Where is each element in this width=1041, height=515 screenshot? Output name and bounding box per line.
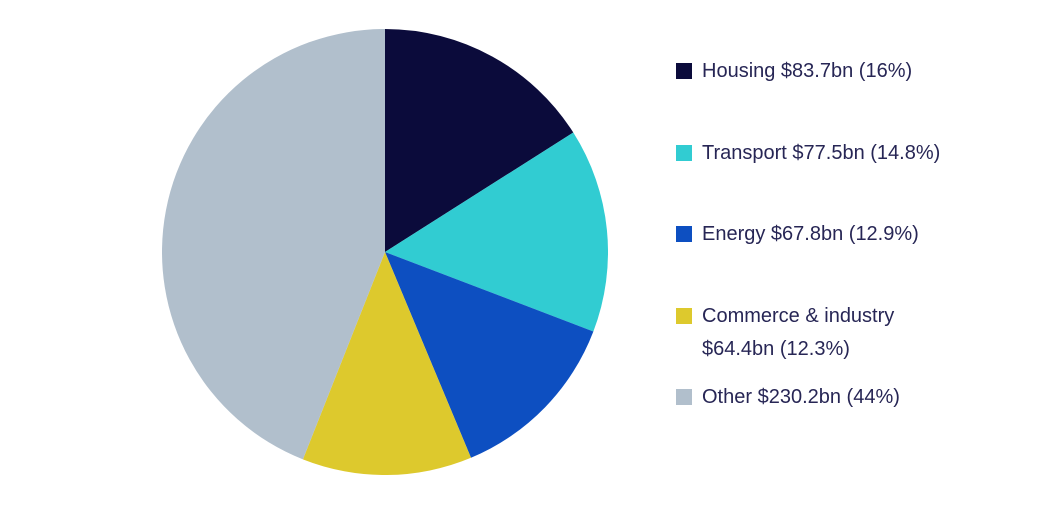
legend-swatch-transport	[676, 144, 692, 161]
legend-swatch-commerce-industry	[676, 307, 692, 324]
legend-item-housing: Housing $83.7bn (16%)	[676, 55, 912, 88]
pie-chart	[162, 29, 608, 475]
pie-slice-commerce-industry	[302, 252, 471, 475]
pie-slice-transport	[385, 132, 608, 332]
legend-label-other: Other $230.2bn (44%)	[702, 386, 900, 408]
legend-label-energy: Energy $67.8bn (12.9%)	[702, 223, 919, 245]
pie-slice-energy	[385, 252, 594, 458]
legend: Housing $83.7bn (16%) Transport $77.5bn (…	[676, 55, 1026, 455]
pie-slice-other	[162, 29, 385, 460]
legend-item-transport: Transport $77.5bn (14.8%)	[676, 137, 940, 170]
legend-item-other: Other $230.2bn (44%)	[676, 381, 900, 414]
legend-label-commerce-industry: Commerce & industry $64.4bn (12.3%)	[702, 304, 895, 360]
pie-chart-area	[162, 29, 608, 475]
legend-label-housing: Housing $83.7bn (16%)	[702, 60, 913, 82]
legend-swatch-housing	[676, 63, 692, 79]
legend-item-energy: Energy $67.8bn (12.9%)	[676, 218, 919, 251]
legend-label-transport: Transport $77.5bn (14.8%)	[702, 141, 941, 164]
legend-swatch-other	[676, 389, 692, 405]
legend-item-commerce-industry: Commerce & industry $64.4bn (12.3%)	[676, 300, 894, 366]
legend-swatch-energy	[676, 226, 692, 242]
pie-slice-housing	[385, 29, 574, 252]
